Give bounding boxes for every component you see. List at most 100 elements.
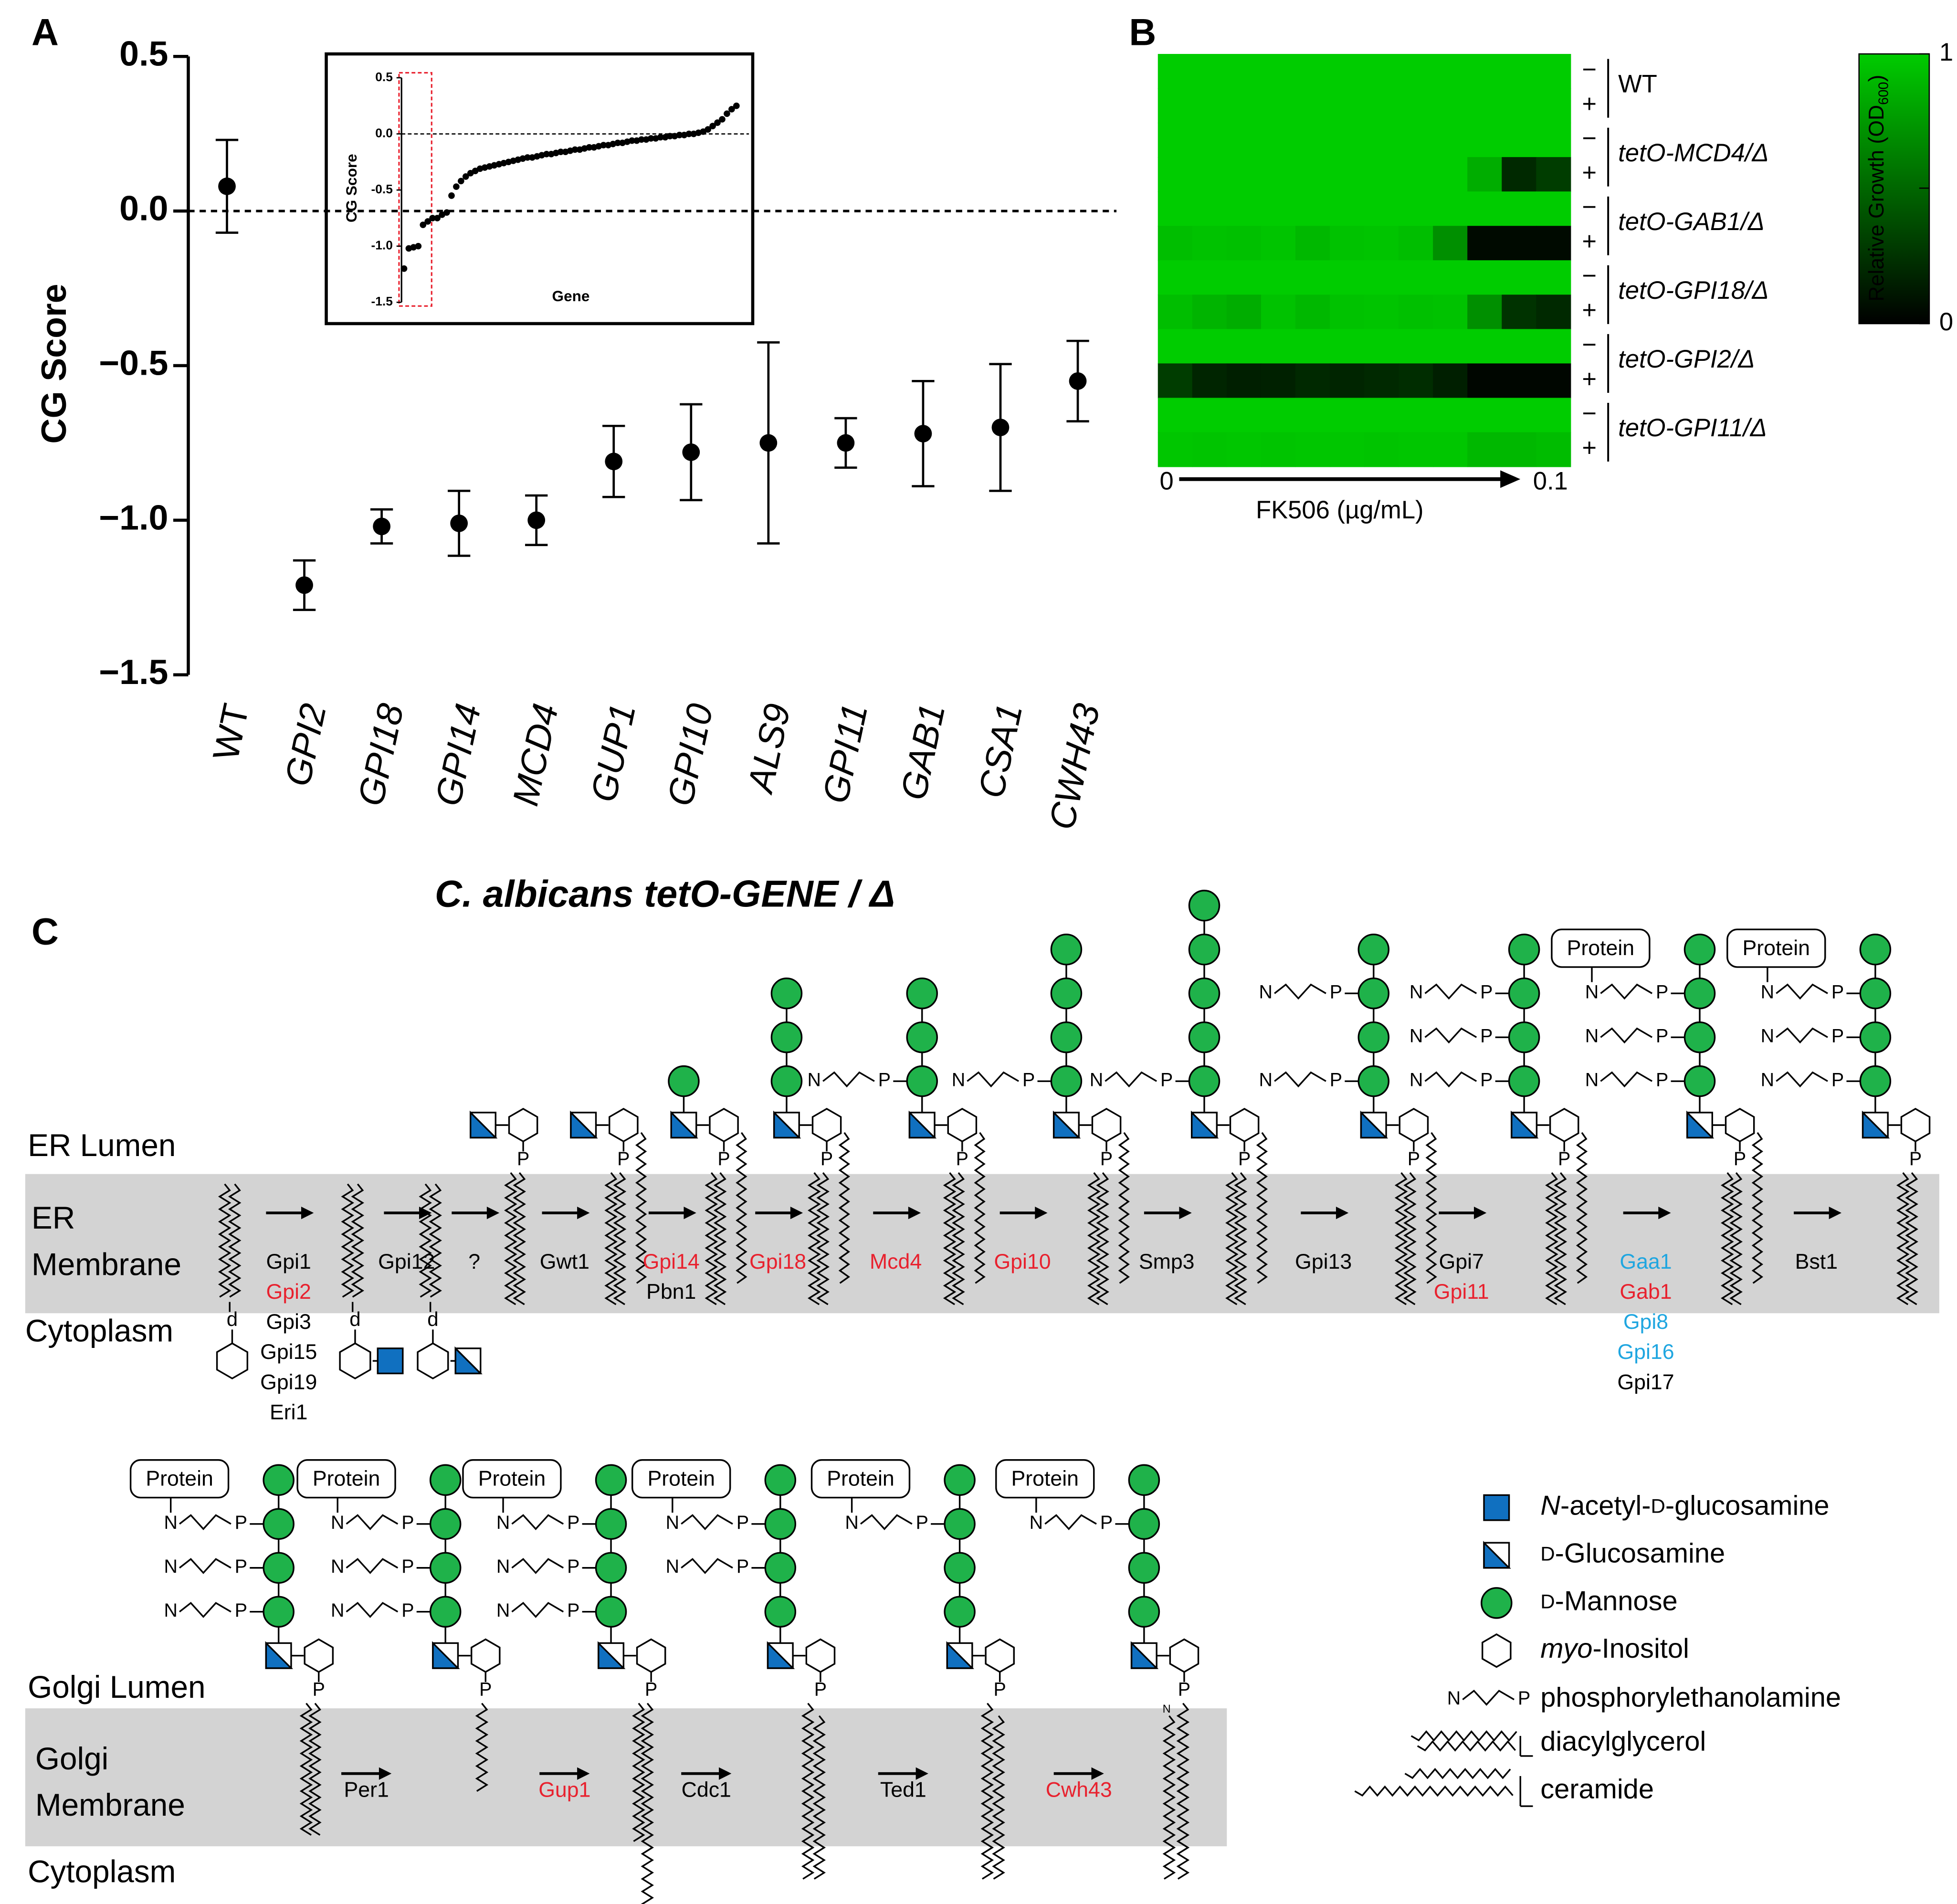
lipid-chain [1234, 1172, 1247, 1305]
heatmap-cell [1261, 88, 1296, 124]
x-tick-label: 0 [1160, 467, 1174, 495]
ethanolamine-linker [1776, 1027, 1828, 1044]
heatmap-cell [1157, 53, 1193, 89]
mannose [595, 1552, 627, 1584]
heatmap-cell [1157, 398, 1193, 433]
arrow-head [1336, 1206, 1349, 1220]
x-tick-label: WT [205, 700, 257, 764]
lipid-chain [218, 1183, 231, 1298]
symbol-label: Protein [146, 1467, 213, 1491]
symbol-label: P [1656, 1070, 1668, 1091]
enzyme-label: Cwh43 [1046, 1778, 1112, 1801]
golgi-membrane-band [25, 1708, 1227, 1847]
symbol-label: P [1480, 982, 1493, 1003]
compartment-label: Cytoplasm [25, 1314, 173, 1348]
symbol-label: d [227, 1308, 238, 1330]
heatmap-cell [1536, 53, 1571, 89]
heatmap-cell [1433, 88, 1468, 124]
lipid-chain [736, 1132, 747, 1284]
symbol-label: N [1761, 982, 1774, 1003]
data-point [714, 119, 721, 126]
heatmap-cell [1399, 329, 1434, 364]
data-point [448, 192, 455, 199]
heatmap-cell [1226, 295, 1262, 330]
mannose [944, 1508, 976, 1540]
data-point [443, 209, 450, 216]
mannose [770, 1021, 803, 1053]
heatmap-cell [1467, 295, 1503, 330]
heatmap-cell [1295, 191, 1331, 227]
heatmap-cell [1261, 432, 1296, 467]
mannose [1188, 934, 1220, 966]
lipid-chain [992, 1715, 1005, 1880]
symbol-label: P [401, 1512, 414, 1533]
heatmap-cell [1364, 432, 1399, 467]
heatmap-cell [1536, 123, 1571, 158]
legend-label: ceramide [1540, 1774, 1654, 1805]
symbol-label: P [401, 1600, 414, 1621]
legend-label-part: -Glucosamine [1555, 1538, 1726, 1569]
heatmap-cell [1261, 295, 1296, 330]
heatmap-cell [1364, 123, 1399, 158]
enzyme-label: Smp3 [1139, 1250, 1195, 1273]
mannose [1188, 977, 1220, 1010]
heatmap-cell [1467, 191, 1503, 227]
heatmap-cell [1192, 329, 1227, 364]
heatmap-cell [1399, 398, 1434, 433]
condition-sign: − [1582, 262, 1597, 290]
heatmap-cell [1226, 398, 1262, 433]
heatmap-cell [1433, 329, 1468, 364]
glucosamine-half [1191, 1110, 1219, 1139]
x-tick-label: ALS9 [740, 700, 799, 798]
y-tick-label: −1.0 [99, 497, 168, 537]
heatmap-cell [1192, 363, 1227, 399]
heatmap-cell [1192, 157, 1227, 192]
data-point [605, 452, 623, 471]
glucosamine-half [1862, 1110, 1890, 1139]
heatmap-cell [1399, 295, 1434, 330]
lipid-chain [713, 1172, 727, 1305]
data-point [705, 126, 711, 133]
symbol-label: N [952, 1070, 965, 1091]
enzyme-label: Gpi15 [260, 1340, 317, 1364]
y-tick-label: 0.5 [119, 34, 168, 74]
protein-box [296, 1459, 396, 1499]
condition-sign: − [1582, 399, 1597, 427]
mannose [1508, 1021, 1540, 1053]
glucosamine-half [1483, 1541, 1511, 1569]
enzyme-label: Mcd4 [870, 1250, 922, 1273]
heatmap-cell [1295, 53, 1331, 89]
symbol-label: P [1408, 1148, 1420, 1169]
mannose [429, 1508, 462, 1540]
ethanolamine-linker [346, 1514, 399, 1530]
enzyme-label: Gpi2 [266, 1280, 311, 1304]
heatmap-cell [1433, 53, 1468, 89]
mannose [429, 1464, 462, 1496]
protein-box [631, 1459, 731, 1499]
heatmap-cell [1536, 432, 1571, 467]
heatmap-cell [1364, 398, 1399, 433]
heatmap-cell [1399, 432, 1434, 467]
legend-label-part: -acetyl- [1560, 1491, 1651, 1521]
heatmap-cell [1433, 432, 1468, 467]
mannose [1050, 977, 1083, 1010]
heatmap-cell [1295, 226, 1331, 261]
enzyme-label: Gab1 [1620, 1280, 1672, 1304]
heatmap-cell [1467, 226, 1503, 261]
mannose [944, 1596, 976, 1628]
condition-sign: − [1582, 124, 1597, 152]
x-tick-label: GPI18 [350, 700, 411, 810]
heatmap-cell [1226, 53, 1262, 89]
data-point [400, 265, 408, 272]
heatmap-cell [1226, 157, 1262, 192]
heatmap-cell [1536, 363, 1571, 399]
arrow-head [577, 1206, 590, 1220]
data-point [614, 139, 621, 147]
symbol-label: P [235, 1512, 247, 1533]
arrow-head [915, 1767, 928, 1780]
ethanolamine-linker [1424, 1027, 1477, 1044]
symbol-label: N [845, 1512, 858, 1533]
ethanolamine-linker [1274, 1071, 1326, 1088]
lipid-chain [1545, 1172, 1558, 1305]
